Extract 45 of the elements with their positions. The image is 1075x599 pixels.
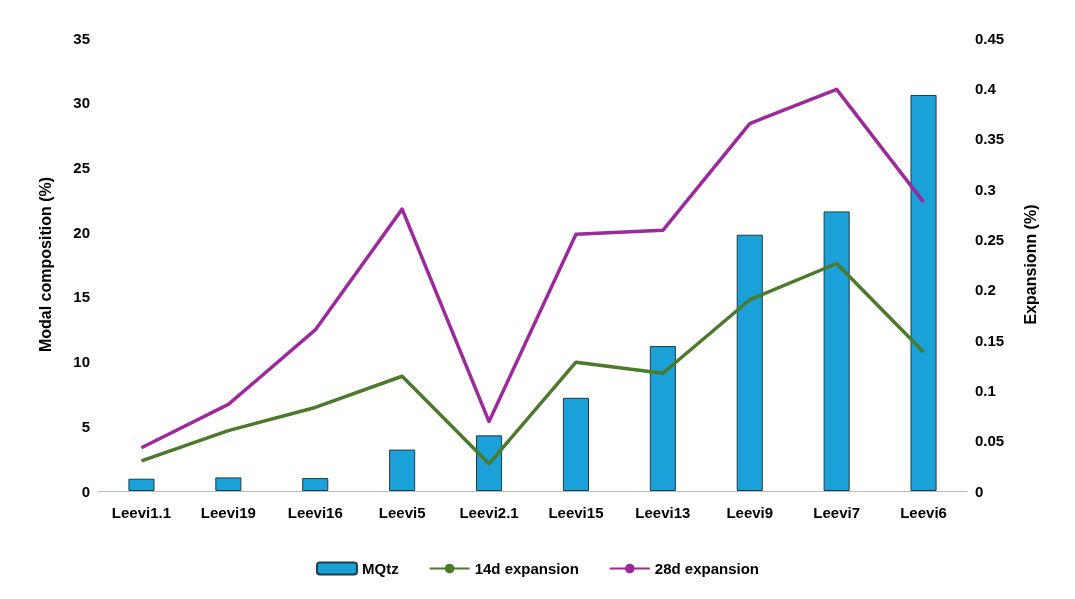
y2-tick-label: 0.45 xyxy=(975,29,1005,47)
x-tick-label: Leevi19 xyxy=(200,504,256,521)
bar xyxy=(649,346,676,491)
y-tick-label: 0 xyxy=(81,482,90,500)
y-tick-label: 20 xyxy=(73,223,90,241)
y2-tick-label: 0.4 xyxy=(975,79,997,97)
y2-tick-label: 0.1 xyxy=(975,381,996,399)
x-tick-label: Leevi1.1 xyxy=(111,504,172,521)
bar xyxy=(215,477,242,491)
x-tick-label: Leevi9 xyxy=(726,504,774,521)
x-tick-label: Leevi2.1 xyxy=(459,504,519,521)
x-tick-label: Leevi15 xyxy=(548,504,604,521)
bar xyxy=(562,397,589,491)
x-tick-label: Leevi6 xyxy=(900,504,947,521)
bar xyxy=(476,435,503,491)
x-tick-label: Leevi5 xyxy=(378,504,426,521)
legend-label: 28d expansion xyxy=(654,560,760,577)
y-tick-label: 15 xyxy=(73,288,90,306)
y2-tick-label: 0 xyxy=(975,482,984,500)
line-series xyxy=(139,87,926,450)
legend-label: 14d expansion xyxy=(474,560,579,577)
y2-tick-label: 0.3 xyxy=(975,180,996,198)
bar xyxy=(910,94,937,491)
y-tick-label: 25 xyxy=(73,158,90,176)
y2-tick-label: 0.15 xyxy=(975,331,1005,349)
y-tick-label: 35 xyxy=(73,29,90,47)
y-tick-label: 5 xyxy=(81,417,90,435)
bar xyxy=(302,478,329,491)
bar xyxy=(128,478,155,491)
y-tick-label: 10 xyxy=(73,353,90,371)
bar xyxy=(736,234,763,491)
bar xyxy=(823,211,850,491)
x-tick-label: Leevi16 xyxy=(287,504,343,521)
legend-label: MQtz xyxy=(361,560,399,577)
line-series xyxy=(139,261,926,466)
y2-tick-label: 0.05 xyxy=(975,432,1005,450)
y2-tick-label: 0.25 xyxy=(975,230,1005,248)
x-tick-label: Leevi13 xyxy=(635,504,691,521)
y-axis-title: Modal composition (%) xyxy=(36,176,54,353)
bar xyxy=(389,449,416,491)
y2-axis-title: Expansionn (%) xyxy=(1021,204,1039,325)
y2-tick-label: 0.35 xyxy=(975,130,1005,148)
x-tick-label: Leevi7 xyxy=(813,504,860,521)
y2-tick-label: 0.2 xyxy=(975,281,996,299)
y-tick-label: 30 xyxy=(73,94,90,112)
